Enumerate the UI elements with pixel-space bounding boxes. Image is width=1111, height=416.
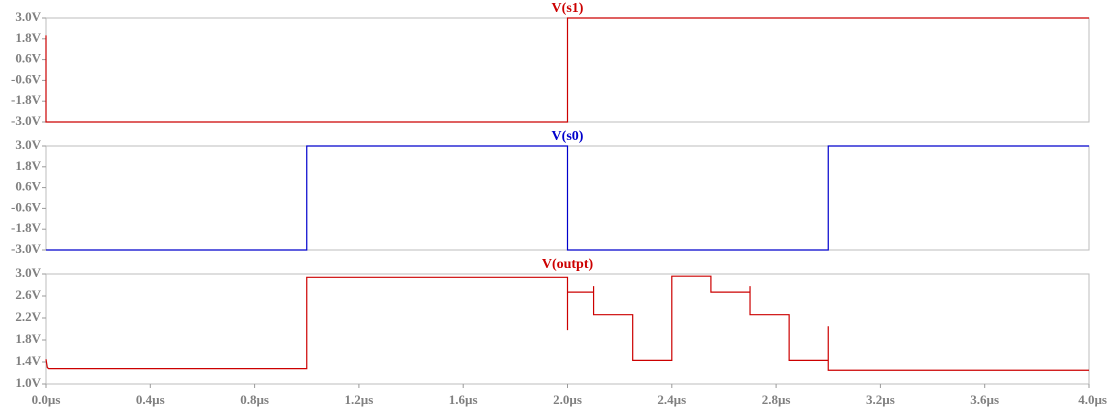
y-tick-label: 2.6V (15, 287, 41, 302)
y-tick-label: 2.2V (15, 309, 41, 324)
chart-title: V(s0) (552, 129, 584, 144)
chart-title: V(outpt) (542, 257, 594, 272)
chart-pane-2: V(s0) 3.0V 1.8V 0.6V -0.6V -1.8V -3.0V (11, 129, 1090, 256)
trace-line (46, 145, 1089, 251)
y-tick-label: 1.0V (15, 375, 41, 390)
x-tick-label: 2.4µs (657, 392, 686, 407)
x-tick-label: 1.6µs (449, 392, 478, 407)
y-tick-label: 1.8V (15, 158, 41, 173)
x-tick-label: 3.6µs (970, 392, 999, 407)
y-tick-label: 0.6V (15, 179, 41, 194)
chart-title: V(s1) (552, 1, 584, 16)
y-tick-label: 1.8V (15, 30, 41, 45)
x-tick-label: 4.0µs (1078, 392, 1107, 407)
y-tick-label: 1.4V (15, 353, 41, 368)
y-tick-label: -0.6V (11, 71, 42, 86)
y-tick-label: -3.0V (11, 113, 42, 128)
trace-line (45, 275, 1089, 371)
x-tick-label: 1.2µs (344, 392, 373, 407)
x-tick-label: 3.2µs (866, 392, 895, 407)
y-tick-label: -0.6V (11, 199, 42, 214)
x-tick-label: 2.0µs (553, 392, 582, 407)
x-tick-label: 0.0µs (32, 392, 61, 407)
chart-pane-3: V(outpt) 3.0V 2.6V 2.2V 1.8V 1.4V 1.0V 0.0µs 0.4… (15, 257, 1107, 407)
chart-pane-1: V(s1) 3.0V 1.8V 0.6V -0.6V -1.8V -3.0V (11, 1, 1090, 128)
y-tick-label: 3.0V (15, 137, 41, 152)
y-tick-label: -1.8V (11, 220, 42, 235)
x-tick-label: 2.8µs (762, 392, 791, 407)
y-tick-label: 1.8V (15, 331, 41, 346)
x-tick-label: 0.8µs (240, 392, 269, 407)
trace-line (45, 17, 1089, 123)
y-tick-label: 3.0V (15, 9, 41, 24)
y-tick-label: -3.0V (11, 241, 42, 256)
y-tick-label: 3.0V (15, 265, 41, 280)
y-tick-label: 0.6V (15, 51, 41, 66)
y-tick-label: -1.8V (11, 92, 42, 107)
x-tick-label: 0.4µs (136, 392, 165, 407)
